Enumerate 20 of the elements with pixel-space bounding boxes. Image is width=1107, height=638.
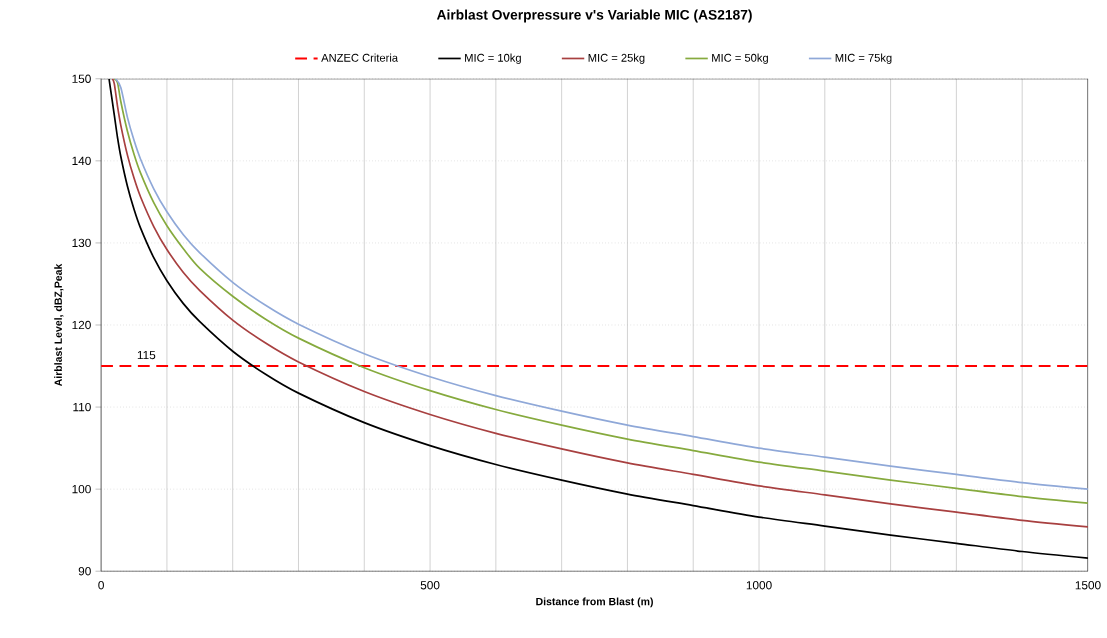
y-tick-label: 100 [72,484,91,494]
x-axis-title: Distance from Blast (m) [536,597,653,608]
legend-label: MIC = 10kg [465,53,521,64]
x-tick-label: 1000 [746,580,772,590]
y-tick-label: 90 [78,566,91,576]
x-tick-label: 500 [420,580,440,590]
y-tick-label: 110 [73,402,91,412]
legend-label: MIC = 25kg [588,53,645,64]
y-tick-label: 130 [72,238,91,248]
y-tick-label: 120 [72,320,91,330]
legend-label: ANZEC Criteria [321,53,399,62]
annotation: 115 [137,350,156,360]
x-tick-label: 0 [98,580,104,590]
chart-title: Airblast Overpressure v's Variable MIC (AS2187) [436,9,752,23]
legend-label: MIC = 50kg [712,53,768,64]
y-tick-label: 150 [72,74,91,83]
y-axis-title: Airblast Level, dBZ,Peak [54,263,64,386]
x-tick-label: 1500 [1075,580,1101,590]
legend-label: MIC = 75kg [835,53,892,64]
y-tick-label: 140 [72,156,91,165]
